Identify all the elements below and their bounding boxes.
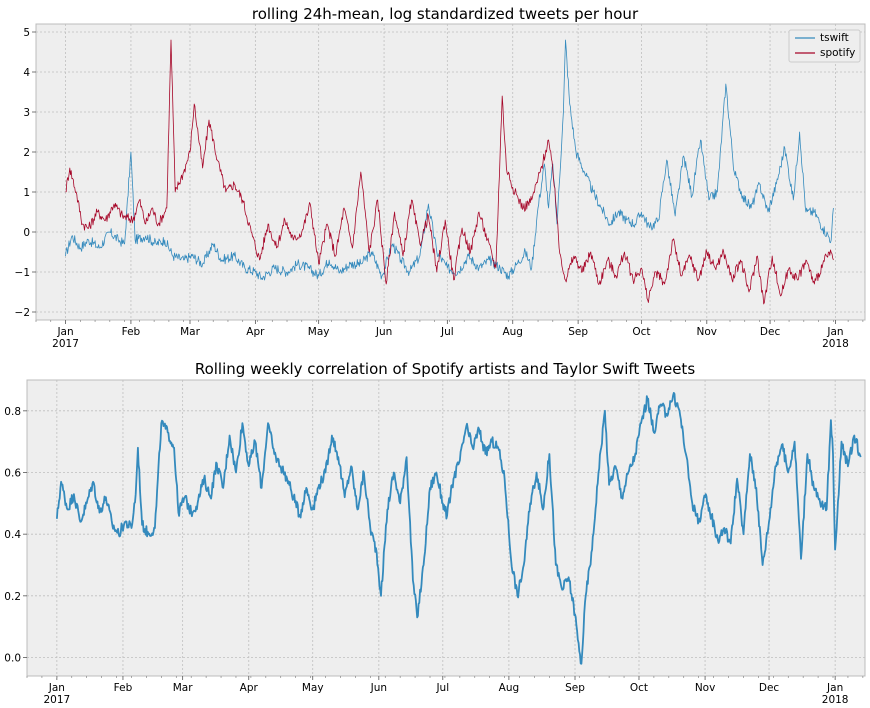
tweets-ytick-label: 0 — [23, 227, 30, 239]
correlation-xtick-label: Sep — [565, 682, 585, 694]
tweets-xtick-label: Jan — [826, 326, 843, 338]
tweets-xtick-label: Apr — [246, 326, 265, 338]
legend-label-spotify: spotify — [820, 47, 855, 59]
tweets-xtick-label: Jan — [56, 326, 73, 338]
correlation-series — [56, 392, 862, 665]
tweets-line-tswift — [65, 39, 834, 281]
correlation-plot-area — [26, 379, 866, 677]
correlation-ytick-label: 0.8 — [4, 406, 21, 418]
tweets-legend: tswift spotify — [788, 29, 861, 63]
tweets-xtick-label: Dec — [760, 326, 781, 338]
tweets-ytick-label: 3 — [23, 107, 30, 119]
correlation-xtick-label: Jul — [435, 682, 449, 694]
tweets-xtick-label: May — [308, 326, 330, 338]
correlation-line-series — [56, 392, 862, 665]
tweets-ytick-label: −1 — [15, 267, 30, 279]
tweets-xtick-label: Nov — [697, 326, 718, 338]
tweets-xtick-label: 2018 — [822, 338, 849, 350]
tweets-grid — [36, 24, 865, 320]
correlation-xtick-label: 2017 — [43, 694, 70, 706]
tweets-ytick-label: 4 — [23, 67, 30, 79]
correlation-y-axis: 0.8 0.6 0.4 0.2 0.0 — [4, 406, 27, 665]
correlation-xtick-label: Dec — [759, 682, 780, 694]
tweets-y-axis: 5 4 3 2 1 0 −1 −2 — [15, 27, 36, 319]
correlation-xtick-label: Jan — [48, 682, 65, 694]
tweets-xtick-label: Aug — [502, 326, 523, 338]
correlation-chart-title: Rolling weekly correlation of Spotify ar… — [195, 360, 695, 378]
correlation-xtick-label: Jun — [370, 682, 387, 694]
correlation-xtick-label: Mar — [173, 682, 193, 694]
tweets-chart: rolling 24h-mean, log standardized tweet… — [15, 5, 866, 350]
tweets-xtick-label: Sep — [568, 326, 588, 338]
correlation-chart: Rolling weekly correlation of Spotify ar… — [4, 360, 866, 706]
correlation-xtick-label: May — [302, 682, 324, 694]
tweets-xtick-label: Oct — [632, 326, 650, 338]
tweets-ytick-label: −2 — [15, 307, 30, 319]
tweets-line-spotify — [65, 39, 834, 305]
correlation-xtick-label: Oct — [630, 682, 648, 694]
correlation-xtick-label: 2018 — [822, 694, 849, 706]
correlation-xtick-label: Aug — [499, 682, 520, 694]
tweets-xtick-label: Feb — [122, 326, 141, 338]
tweets-series — [65, 39, 834, 305]
tweets-xtick-label: Jul — [440, 326, 454, 338]
tweets-chart-title: rolling 24h-mean, log standardized tweet… — [252, 5, 639, 23]
tweets-ytick-label: 5 — [23, 27, 30, 39]
tweets-xtick-label: Jun — [375, 326, 392, 338]
correlation-ytick-label: 0.0 — [4, 653, 21, 665]
correlation-ytick-label: 0.4 — [4, 529, 21, 541]
correlation-ytick-label: 0.2 — [4, 591, 21, 603]
tweets-ytick-label: 2 — [23, 147, 30, 159]
correlation-xtick-label: Nov — [695, 682, 716, 694]
tweets-ytick-label: 1 — [23, 187, 30, 199]
legend-label-tswift: tswift — [820, 32, 849, 44]
correlation-ytick-label: 0.6 — [4, 468, 21, 480]
correlation-xtick-label: Apr — [240, 682, 259, 694]
tweets-xtick-label: 2017 — [52, 338, 79, 350]
tweets-plot-area — [35, 23, 866, 321]
correlation-xtick-label: Jan — [826, 682, 843, 694]
correlation-xtick-label: Feb — [114, 682, 133, 694]
tweets-xtick-label: Mar — [180, 326, 200, 338]
